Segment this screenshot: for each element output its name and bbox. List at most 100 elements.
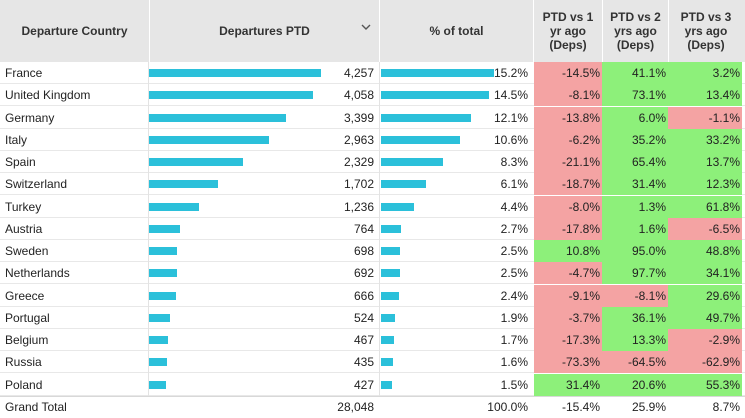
table-row[interactable]: Italy 2,963 10.6% -6.2% 35.2% 33.2% — [0, 128, 745, 151]
vs-2yrs-cell: 13.3% — [602, 329, 668, 351]
pct-bar — [381, 69, 494, 77]
departures-value: 435 — [353, 355, 374, 370]
pct-value: 4.4% — [500, 199, 528, 214]
country-cell: Portugal — [5, 310, 50, 325]
departures-bar — [149, 313, 170, 322]
pct-bar — [381, 358, 393, 367]
table-row[interactable]: Poland 427 1.5% 31.4% 20.6% 55.3% — [0, 373, 745, 396]
vs-3yrs-cell: -62.9% — [668, 351, 742, 374]
grand-total-departures: 28,048 — [337, 400, 374, 414]
vs-1yr-cell: -4.7% — [534, 262, 602, 285]
departures-bar — [149, 135, 269, 144]
vs-2yrs-cell: 65.4% — [602, 151, 668, 173]
vs-2yrs-cell: 73.1% — [602, 84, 668, 107]
table-row[interactable]: Netherlands 692 2.5% -4.7% 97.7% 34.1% — [0, 262, 745, 285]
country-cell: Italy — [5, 132, 28, 147]
vs-1yr-cell: -14.5% — [534, 62, 602, 84]
table-row[interactable]: Austria 764 2.7% -17.8% 1.6% -6.5% — [0, 217, 745, 240]
vs-1yr-cell: 31.4% — [534, 373, 602, 396]
pct-value: 12.1% — [493, 110, 528, 125]
vs-3yrs-cell: 49.7% — [668, 306, 742, 329]
vs-1yr-cell: -18.7% — [534, 173, 602, 196]
table-row[interactable]: United Kingdom 4,058 14.5% -8.1% 73.1% 13.4% — [0, 84, 745, 107]
table-row[interactable]: Spain 2,329 8.3% -21.1% 65.4% 13.7% — [0, 151, 745, 173]
departures-value: 3,399 — [343, 110, 374, 125]
table-row[interactable]: Switzerland 1,702 6.1% -18.7% 31.4% 12.3% — [0, 173, 745, 196]
header-ptd-vs-3yrs[interactable]: PTD vs 3 yrs ago (Deps) — [680, 10, 732, 52]
vs-1yr-cell: -9.1% — [534, 284, 602, 307]
departures-bar — [149, 113, 286, 122]
vs-3yrs-cell: -2.9% — [668, 329, 742, 351]
vs-3yrs-cell: 33.2% — [668, 128, 742, 151]
table-row[interactable]: France 4,257 15.2% -14.5% 41.1% 3.2% — [0, 62, 745, 84]
departures-bar — [149, 224, 180, 233]
vs-1yr-cell: -8.0% — [534, 195, 602, 218]
vs-3yrs-cell: 13.7% — [668, 151, 742, 173]
vs-2yrs-cell: 35.2% — [602, 128, 668, 151]
departures-value: 2,329 — [343, 155, 374, 169]
country-cell: Greece — [5, 288, 45, 303]
vs-3yrs-cell: 34.1% — [668, 262, 742, 285]
pct-bar — [381, 380, 392, 389]
vs-1yr-cell: -21.1% — [534, 151, 602, 173]
pct-bar — [381, 313, 395, 322]
vs-3yrs-cell: 3.2% — [668, 62, 742, 84]
departures-bar — [149, 380, 166, 389]
pct-value: 8.3% — [500, 155, 528, 169]
departures-bar — [149, 69, 321, 77]
pct-value: 2.7% — [500, 221, 528, 236]
vs-1yr-cell: -6.2% — [534, 128, 602, 151]
pct-bar — [381, 269, 400, 278]
departures-bar — [149, 202, 199, 211]
pct-value: 10.6% — [493, 132, 528, 147]
pct-value: 6.1% — [500, 177, 528, 192]
table-row[interactable]: Germany 3,399 12.1% -13.8% 6.0% -1.1% — [0, 106, 745, 129]
table-row[interactable]: Portugal 524 1.9% -3.7% 36.1% 49.7% — [0, 306, 745, 329]
table-row[interactable]: Sweden 698 2.5% 10.8% 95.0% 48.8% — [0, 240, 745, 262]
vs-1yr-cell: -8.1% — [534, 84, 602, 107]
vs-1yr-cell: 10.8% — [534, 240, 602, 262]
country-cell: Belgium — [5, 333, 49, 347]
pct-value: 2.4% — [500, 288, 528, 303]
vs-1yr-cell: -17.3% — [534, 329, 602, 351]
vs-2yrs-cell: 36.1% — [602, 306, 668, 329]
departures-bar — [149, 336, 168, 344]
table-row[interactable]: Greece 666 2.4% -9.1% -8.1% 29.6% — [0, 284, 745, 307]
country-cell: Poland — [5, 377, 43, 392]
grand-total-vs-3yrs: 8.7% — [712, 400, 740, 414]
header-departure-country[interactable]: Departure Country — [21, 24, 128, 38]
vs-3yrs-cell: 61.8% — [668, 195, 742, 218]
header-pct-of-total[interactable]: % of total — [429, 24, 484, 38]
vs-3yrs-cell: 13.4% — [668, 84, 742, 107]
pct-bar — [381, 158, 443, 166]
table-row[interactable]: Russia 435 1.6% -73.3% -64.5% -62.9% — [0, 351, 745, 374]
departures-value: 1,236 — [343, 199, 374, 214]
departures-value: 467 — [353, 333, 374, 347]
vs-2yrs-cell: -8.1% — [602, 284, 668, 307]
departures-bar — [149, 91, 313, 100]
pct-value: 14.5% — [493, 88, 528, 103]
table-row[interactable]: Turkey 1,236 4.4% -8.0% 1.3% 61.8% — [0, 195, 745, 218]
country-cell: United Kingdom — [5, 88, 91, 103]
departures-bar — [149, 180, 218, 189]
pct-bar — [381, 180, 426, 189]
chevron-down-icon[interactable] — [361, 22, 371, 32]
vs-2yrs-cell: 1.6% — [602, 217, 668, 240]
departures-bar — [149, 291, 176, 300]
pct-value: 1.9% — [500, 310, 528, 325]
pct-bar — [381, 135, 460, 144]
header-departures-ptd[interactable]: Departures PTD — [219, 24, 310, 38]
pct-value: 2.5% — [500, 266, 528, 281]
header-ptd-vs-2yrs[interactable]: PTD vs 2 yrs ago (Deps) — [610, 10, 661, 52]
vs-1yr-cell: -73.3% — [534, 351, 602, 374]
pct-bar — [381, 291, 399, 300]
country-cell: Switzerland — [5, 177, 68, 192]
pct-bar — [381, 224, 401, 233]
table-row[interactable]: Belgium 467 1.7% -17.3% 13.3% -2.9% — [0, 329, 745, 351]
header-ptd-vs-1yr[interactable]: PTD vs 1 yr ago (Deps) — [542, 10, 594, 52]
vs-3yrs-cell: 12.3% — [668, 173, 742, 196]
vs-3yrs-cell: 48.8% — [668, 240, 742, 262]
grand-total-row: Grand Total 28,048 100.0% -15.4% 25.9% 8… — [0, 396, 745, 417]
grand-total-vs-2yrs: 25.9% — [631, 400, 666, 414]
